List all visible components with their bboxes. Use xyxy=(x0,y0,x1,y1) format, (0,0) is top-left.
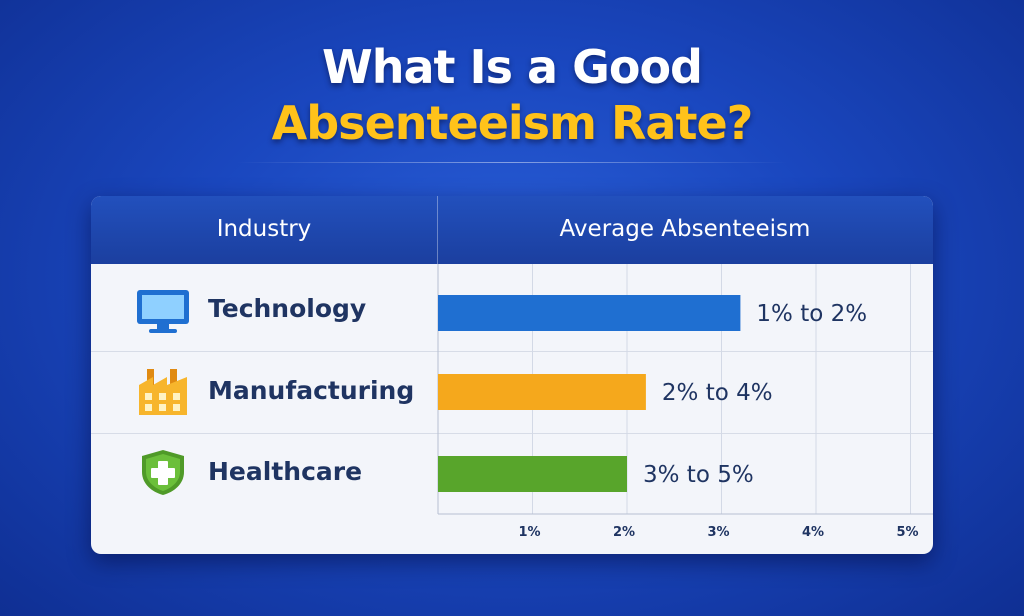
x-tick-label: 3% xyxy=(707,525,729,540)
title-line-2: Absenteeism Rate? xyxy=(271,96,754,150)
absenteeism-card: Industry Average Absenteeism Technology … xyxy=(91,196,933,554)
x-tick-label: 1% xyxy=(518,525,540,540)
header-average-absenteeism: Average Absenteeism xyxy=(559,216,811,242)
title-divider xyxy=(236,162,788,163)
x-tick-label: 5% xyxy=(896,525,918,540)
x-tick-label: 4% xyxy=(802,525,824,540)
header-industry: Industry xyxy=(216,216,312,242)
bar-value-label-manufacturing: 2% to 4% xyxy=(662,380,773,406)
health-shield-icon xyxy=(135,447,191,497)
row-label-technology: Technology xyxy=(208,294,367,323)
bar-technology xyxy=(438,295,741,331)
row-label-healthcare: Healthcare xyxy=(208,457,363,486)
row-divider xyxy=(91,433,933,434)
bar-manufacturing xyxy=(438,374,646,410)
factory-icon xyxy=(135,367,191,417)
row-label-manufacturing: Manufacturing xyxy=(208,376,415,405)
bar-healthcare xyxy=(438,456,627,492)
absenteeism-bar-chart: 1% to 2% 2% to 4% 3% to 5% 1% 2% 3% 4% 5% xyxy=(437,264,933,540)
table-header: Industry Average Absenteeism xyxy=(91,196,933,264)
title-line-1: What Is a Good xyxy=(322,40,703,94)
bar-value-label-technology: 1% to 2% xyxy=(756,301,867,327)
row-divider xyxy=(91,351,933,352)
bar-value-label-healthcare: 3% to 5% xyxy=(643,462,754,488)
computer-monitor-icon xyxy=(135,286,191,336)
x-tick-label: 2% xyxy=(613,525,635,540)
header-separator xyxy=(437,196,438,264)
